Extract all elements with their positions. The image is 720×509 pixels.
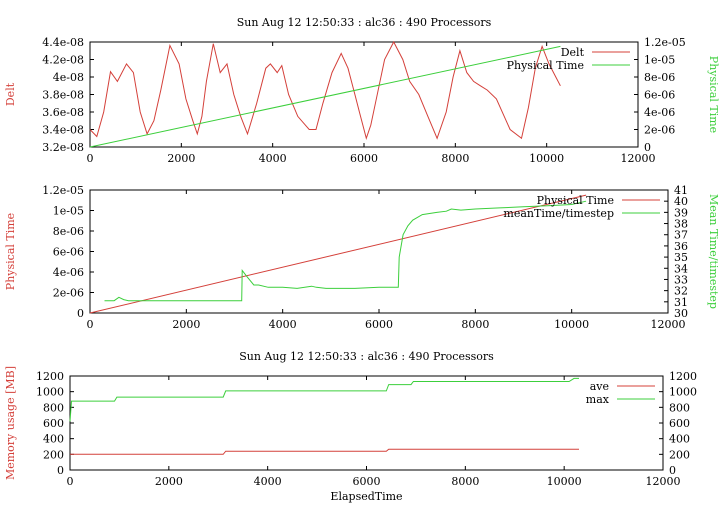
panel-1: Sun Aug 12 12:50:33 : alc36 : 490 Proces… <box>4 16 720 165</box>
y-tick-label-right: 1e-05 <box>644 54 675 67</box>
plot-frame <box>69 375 664 471</box>
y-tick-label-left: 4e-06 <box>53 266 84 279</box>
x-axis-label: ElapsedTime <box>330 490 402 503</box>
x-tick-label: 6000 <box>365 318 393 331</box>
y-tick-label-left: 3.2e-08 <box>42 141 84 154</box>
y-tick-label-left: 8e-06 <box>53 225 84 238</box>
y-tick-label-left: 0 <box>57 464 64 477</box>
x-tick-label: 10000 <box>529 152 564 165</box>
y-tick-label-right: 8e-06 <box>644 71 675 84</box>
x-tick-label: 12000 <box>651 318 686 331</box>
x-tick-label: 2000 <box>172 318 200 331</box>
legend-label: ave <box>590 380 609 393</box>
y-tick-label-left: 6e-06 <box>53 246 84 259</box>
x-tick-label: 4000 <box>259 152 287 165</box>
y-tick-label-left: 1200 <box>36 370 64 383</box>
y-tick-label-right: 38 <box>674 218 688 231</box>
y-tick-label-left: 3.4e-08 <box>42 124 84 137</box>
y-tick-label-right: 41 <box>674 184 688 197</box>
series-line-ave <box>70 448 579 455</box>
y-tick-label-right: 35 <box>674 251 688 264</box>
y-tick-label-right: 200 <box>669 448 690 461</box>
y-tick-label-right: 6e-06 <box>644 89 675 102</box>
x-tick-label: 6000 <box>353 475 381 488</box>
y-tick-label-right: 400 <box>669 433 690 446</box>
y-tick-label-right: 0 <box>669 464 676 477</box>
legend-label: meanTime/timestep <box>503 207 614 220</box>
chart-title: Sun Aug 12 12:50:33 : alc36 : 490 Proces… <box>239 350 494 363</box>
x-tick-label: 8000 <box>461 318 489 331</box>
y-tick-label-right: 600 <box>669 417 690 430</box>
y-tick-label-right: 32 <box>674 285 688 298</box>
legend-label: Delt <box>561 46 585 59</box>
y-tick-label-left: 1000 <box>36 386 64 399</box>
y-axis-label-left: Memory usage [MB] <box>4 366 17 480</box>
legend-label: Physical Time <box>537 194 614 207</box>
legend-label: max <box>586 393 610 406</box>
y-tick-label-left: 2e-06 <box>53 287 84 300</box>
series-line-meantime-timestep <box>104 200 587 302</box>
y-tick-label-left: 800 <box>43 401 64 414</box>
y-tick-label-left: 3.8e-08 <box>42 89 84 102</box>
y-tick-label-right: 30 <box>674 307 688 320</box>
x-tick-label: 12000 <box>646 475 681 488</box>
panel-3: Sun Aug 12 12:50:33 : alc36 : 490 Proces… <box>4 350 697 503</box>
y-tick-label-left: 0 <box>77 307 84 320</box>
y-tick-label-right: 1000 <box>669 386 697 399</box>
y-tick-label-left: 1e-05 <box>53 205 84 218</box>
y-tick-label-right: 1200 <box>669 370 697 383</box>
series-line-max <box>69 377 579 422</box>
x-tick-label: 12000 <box>621 152 656 165</box>
legend-label: Physical Time <box>507 59 584 72</box>
y-tick-label-left: 200 <box>43 448 64 461</box>
chart-title: Sun Aug 12 12:50:33 : alc36 : 490 Proces… <box>237 16 492 29</box>
x-tick-label: 0 <box>67 475 74 488</box>
y-tick-label-right: 1.2e-05 <box>644 36 686 49</box>
y-tick-label-right: 36 <box>674 240 688 253</box>
series-line-delt <box>89 40 561 141</box>
y-tick-label-left: 3.6e-08 <box>42 106 84 119</box>
series-line-physical-time <box>89 45 561 148</box>
x-tick-label: 0 <box>87 318 94 331</box>
x-tick-label: 8000 <box>441 152 469 165</box>
x-tick-label: 4000 <box>269 318 297 331</box>
x-tick-label: 2000 <box>155 475 183 488</box>
y-tick-label-right: 33 <box>674 273 688 286</box>
y-axis-label-right: Mean Time/timestep <box>707 194 720 309</box>
x-tick-label: 4000 <box>254 475 282 488</box>
y-tick-label-left: 400 <box>43 433 64 446</box>
series-line-physical-time <box>89 194 587 314</box>
x-tick-label: 2000 <box>167 152 195 165</box>
x-tick-label: 10000 <box>547 475 582 488</box>
y-tick-label-right: 31 <box>674 296 688 309</box>
y-tick-label-right: 800 <box>669 401 690 414</box>
y-tick-label-left: 4e-08 <box>53 71 84 84</box>
y-axis-label-left: Delt <box>4 82 17 106</box>
y-tick-label-right: 2e-06 <box>644 124 675 137</box>
x-tick-label: 0 <box>87 152 94 165</box>
y-tick-label-right: 37 <box>674 229 688 242</box>
x-tick-label: 6000 <box>350 152 378 165</box>
y-tick-label-left: 4.4e-08 <box>42 36 84 49</box>
x-tick-label: 10000 <box>554 318 589 331</box>
y-tick-label-left: 1.2e-05 <box>42 184 84 197</box>
y-tick-label-left: 600 <box>43 417 64 430</box>
y-tick-label-right: 40 <box>674 195 688 208</box>
y-tick-label-right: 34 <box>674 262 688 275</box>
y-tick-label-right: 39 <box>674 206 688 219</box>
y-axis-label-left: Physical Time <box>4 213 17 290</box>
y-tick-label-right: 0 <box>644 141 651 154</box>
y-tick-label-left: 4.2e-08 <box>42 54 84 67</box>
y-axis-label-right: Physical Time <box>707 56 720 133</box>
y-tick-label-right: 4e-06 <box>644 106 675 119</box>
panel-2: 0 2000 4000 6000 8000 10000 12000 0 2e-06 4e-06 6e… <box>4 184 720 331</box>
x-tick-label: 8000 <box>451 475 479 488</box>
